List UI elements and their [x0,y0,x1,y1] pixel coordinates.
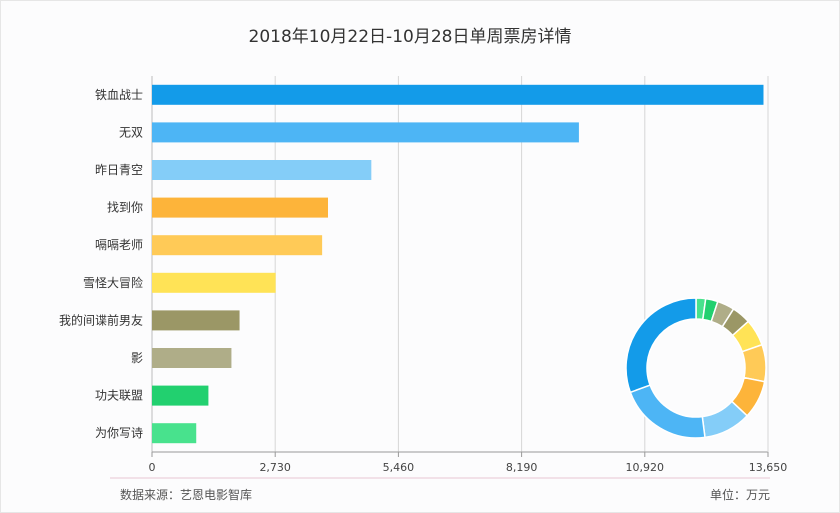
category-label: 嗝嗝老师 [95,238,143,252]
category-label: 为你写诗 [95,426,143,440]
x-tick-label: 8,190 [506,461,538,474]
donut-chart [625,297,767,439]
x-tick-label: 5,460 [383,461,415,474]
unit-note: 单位：万元 [710,487,770,502]
category-label: 影 [131,351,143,365]
category-label: 我的间谍前男友 [59,312,143,327]
bar[interactable] [152,197,328,218]
category-label: 铁血战士 [95,88,143,102]
donut-slice[interactable] [625,297,697,394]
bar[interactable] [152,272,276,293]
x-tick-label: 13,650 [749,461,788,474]
category-label: 昨日青空 [95,163,143,177]
bar[interactable] [152,122,579,143]
bar[interactable] [152,160,372,180]
x-tick-label: 10,920 [626,461,665,474]
category-label: 找到你 [107,201,143,215]
donut-slice[interactable] [741,343,767,383]
x-tick-label: 0 [149,461,156,474]
category-label: 无双 [119,125,143,139]
x-axis-ticks: 0 2,730 5,460 8,190 10,920 13,650 [149,452,788,474]
donut-slice[interactable] [629,384,706,439]
category-label: 功夫联盟 [95,389,143,403]
bar[interactable] [152,423,197,444]
bars [152,84,764,444]
bar[interactable] [152,84,764,105]
data-source-note: 数据来源：艺恩电影智库 [120,487,252,502]
chart-title: 2018年10月22日-10月28日单周票房详情 [249,27,572,47]
bar[interactable] [152,235,323,256]
x-tick-label: 2,730 [259,461,291,474]
bar[interactable] [152,310,240,331]
bar[interactable] [152,348,232,368]
bar[interactable] [152,385,209,406]
category-label: 雪怪大冒险 [83,275,143,290]
